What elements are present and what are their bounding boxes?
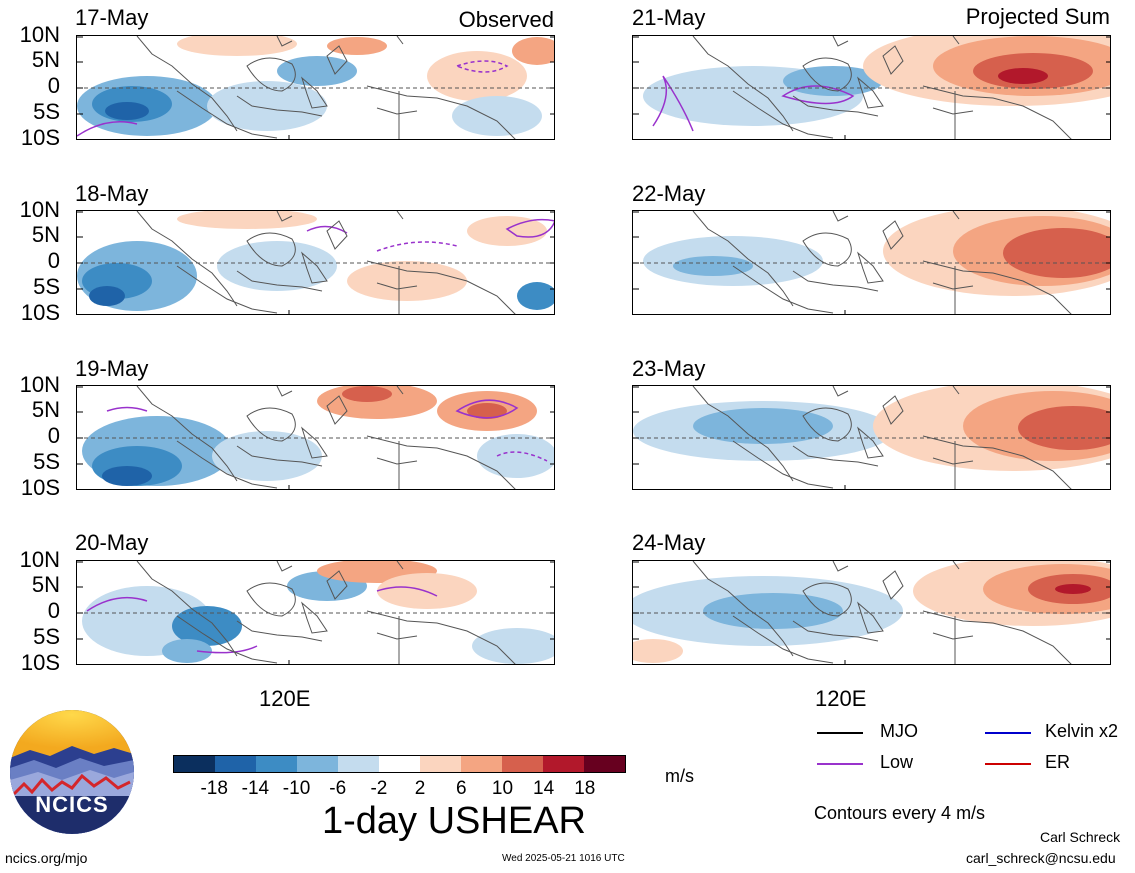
colorbar-tick-label: 10 bbox=[491, 778, 514, 799]
lat-label: 5S bbox=[33, 449, 60, 474]
observed-date-4: 20-May bbox=[75, 530, 149, 555]
colorbar-tick-label: -10 bbox=[282, 778, 311, 799]
lat-label: 10S bbox=[20, 125, 60, 150]
lat-label: 0 bbox=[47, 73, 60, 98]
map-observed-4 bbox=[76, 560, 555, 665]
legend-mjo-line bbox=[817, 732, 863, 734]
colorbar-tick-label: 14 bbox=[533, 778, 555, 799]
footer-url[interactable]: ncics.org/mjo bbox=[5, 850, 88, 866]
observed-date-3: 19-May bbox=[75, 356, 149, 381]
footer-timestamp: Wed 2025-05-21 1016 UTC bbox=[502, 853, 625, 864]
lat-label: 5S bbox=[33, 624, 60, 649]
projected-date-2: 22-May bbox=[632, 181, 706, 206]
map-projected-3 bbox=[632, 385, 1111, 490]
logo-text: NCICS bbox=[35, 792, 109, 817]
legend-er-line bbox=[985, 763, 1031, 765]
lat-label: 10N bbox=[19, 197, 60, 222]
lat-label: 10S bbox=[20, 650, 60, 675]
lat-label: 0 bbox=[47, 248, 60, 273]
lat-label: 10S bbox=[20, 300, 60, 325]
observed-label: Observed bbox=[458, 7, 554, 32]
projected-date-4: 24-May bbox=[632, 530, 706, 555]
lat-label: 10S bbox=[20, 475, 60, 500]
units-label: m/s bbox=[665, 766, 694, 786]
map-projected-4 bbox=[632, 560, 1111, 665]
lat-label: 5S bbox=[33, 99, 60, 124]
colorbar bbox=[173, 755, 626, 773]
ncics-logo: NCICS bbox=[10, 710, 134, 834]
colorbar-tick-label: -18 bbox=[200, 778, 228, 799]
colorbar-tick-label: 2 bbox=[414, 778, 426, 799]
legend-mjo-label: MJO bbox=[880, 721, 918, 741]
observed-date-1: 17-May bbox=[75, 5, 149, 30]
lat-label: 5N bbox=[31, 222, 60, 247]
colorbar-swatch bbox=[420, 756, 461, 772]
contours-note: Contours every 4 m/s bbox=[814, 803, 986, 823]
projected-label: Projected Sum bbox=[965, 4, 1110, 29]
legend-kelvin-label: Kelvin x2 bbox=[1045, 721, 1119, 741]
map-projected-1 bbox=[632, 35, 1111, 140]
lat-label: 10N bbox=[19, 372, 60, 397]
lat-label: 5N bbox=[31, 47, 60, 72]
lat-label: 0 bbox=[47, 423, 60, 448]
colorbar-tick-label: -2 bbox=[370, 778, 388, 799]
map-projected-2 bbox=[632, 210, 1111, 315]
colorbar-swatch bbox=[256, 756, 297, 772]
lat-label: 10N bbox=[19, 547, 60, 572]
colorbar-swatch bbox=[174, 756, 215, 772]
footer-author: Carl Schreck bbox=[1040, 829, 1121, 845]
lat-label: 5N bbox=[31, 397, 60, 422]
colorbar-swatch bbox=[502, 756, 543, 772]
footer-email[interactable]: carl_schreck@ncsu.edu bbox=[966, 850, 1116, 866]
colorbar-tick-label: 6 bbox=[455, 778, 467, 799]
projected-date-3: 23-May bbox=[632, 356, 706, 381]
variable-title: 1-day USHEAR bbox=[322, 800, 586, 842]
observed-date-2: 18-May bbox=[75, 181, 149, 206]
lat-label: 5S bbox=[33, 274, 60, 299]
legend-low-label: Low bbox=[880, 752, 914, 772]
lat-label: 0 bbox=[47, 598, 60, 623]
colorbar-ticks: -18 -14 -10 -6 -2 2 6 10 14 18 bbox=[173, 778, 626, 800]
colorbar-swatch bbox=[461, 756, 502, 772]
map-observed-3 bbox=[76, 385, 555, 490]
map-observed-1 bbox=[76, 35, 555, 140]
colorbar-swatch bbox=[297, 756, 338, 772]
colorbar-tick-label: -14 bbox=[241, 778, 270, 799]
colorbar-swatch bbox=[338, 756, 379, 772]
lon-label-right: 120E bbox=[815, 686, 867, 711]
colorbar-swatch bbox=[379, 756, 420, 772]
colorbar-swatch bbox=[584, 756, 625, 772]
legend-low-line bbox=[817, 763, 863, 765]
projected-date-1: 21-May bbox=[632, 5, 706, 30]
colorbar-tick-label: 18 bbox=[574, 778, 596, 799]
colorbar-swatch bbox=[543, 756, 584, 772]
map-observed-2 bbox=[76, 210, 555, 315]
colorbar-swatch bbox=[215, 756, 256, 772]
lat-label: 5N bbox=[31, 572, 60, 597]
legend-er-label: ER bbox=[1045, 752, 1071, 772]
lon-label-left: 120E bbox=[259, 686, 311, 711]
colorbar-tick-label: -6 bbox=[329, 778, 347, 799]
lat-label: 10N bbox=[19, 22, 60, 47]
legend-kelvin-line bbox=[985, 732, 1031, 734]
